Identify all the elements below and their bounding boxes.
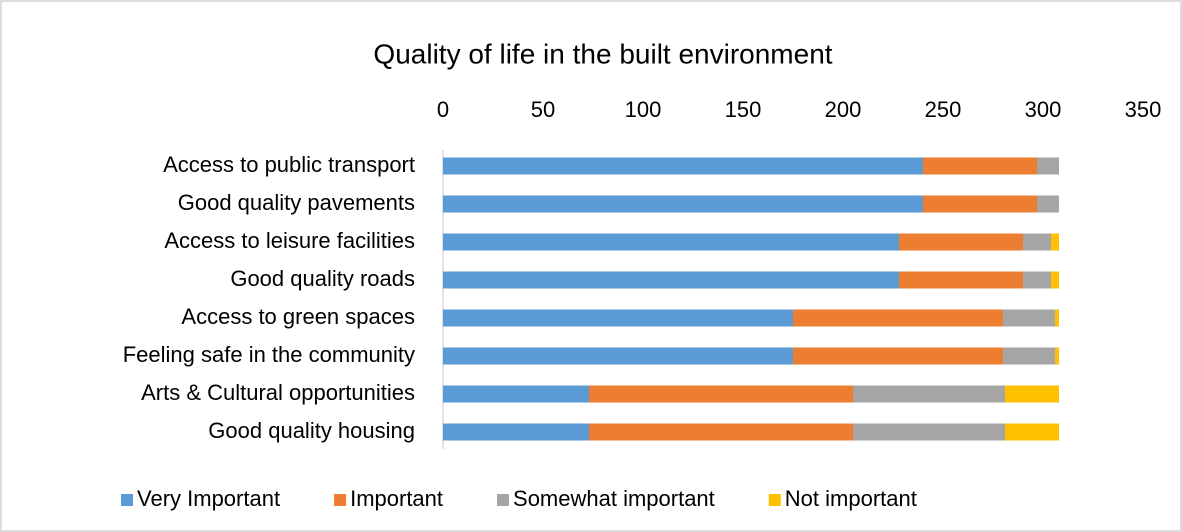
x-tick-label: 50 [531,97,555,122]
bar-segment [443,233,899,251]
bar-segment [1005,385,1059,403]
bar-segment [443,309,793,327]
x-tick-label: 200 [825,97,862,122]
x-tick-label: 100 [625,97,662,122]
bar-segment [443,195,923,213]
x-tick-label: 150 [725,97,762,122]
y-tick-label: Feeling safe in the community [123,342,415,367]
legend-label: Important [350,486,443,511]
y-tick-label: Good quality pavements [178,190,415,215]
bar-segment [1023,271,1051,289]
y-tick-label: Access to leisure facilities [164,228,415,253]
x-tick-label: 300 [1025,97,1062,122]
legend-label: Very Important [137,486,280,511]
bar-segment [1003,347,1055,365]
y-tick-label: Arts & Cultural opportunities [141,380,415,405]
bar-segment [1037,195,1059,213]
bar-segment [443,385,589,403]
bar-segment [1055,347,1059,365]
bar-segment [853,385,1005,403]
bar-segment [899,233,1023,251]
bar-segment [443,347,793,365]
legend-swatch [334,494,347,506]
bar-segment [793,347,1003,365]
y-tick-label: Good quality housing [208,418,415,443]
bar-segment [443,157,923,175]
bar-segment [1023,233,1051,251]
x-tick-label: 250 [925,97,962,122]
bar-segment [443,423,589,441]
bar-segment [1051,271,1059,289]
bar-segment [589,385,853,403]
bar-segment [853,423,1005,441]
legend-label: Somewhat important [513,486,715,511]
bar-segment [1051,233,1059,251]
bar-segment [923,157,1037,175]
y-tick-label: Good quality roads [230,266,415,291]
legend-swatch [121,494,133,506]
bar-segment [589,423,853,441]
bar-segment [899,271,1023,289]
x-tick-label: 0 [437,97,449,122]
chart-title: Quality of life in the built environment [373,38,832,69]
legend-swatch [497,494,510,506]
legend-swatch [768,494,781,506]
legend-label: Not important [785,486,917,511]
bar-segment [1003,309,1055,327]
bar-segment [793,309,1003,327]
y-tick-label: Access to public transport [163,152,415,177]
x-tick-label: 350 [1125,97,1162,122]
bar-segment [923,195,1037,213]
bar-segment [1037,157,1059,175]
y-tick-label: Access to green spaces [181,304,415,329]
bar-segment [1055,309,1059,327]
bar-segment [1005,423,1059,441]
bar-segment [443,271,899,289]
